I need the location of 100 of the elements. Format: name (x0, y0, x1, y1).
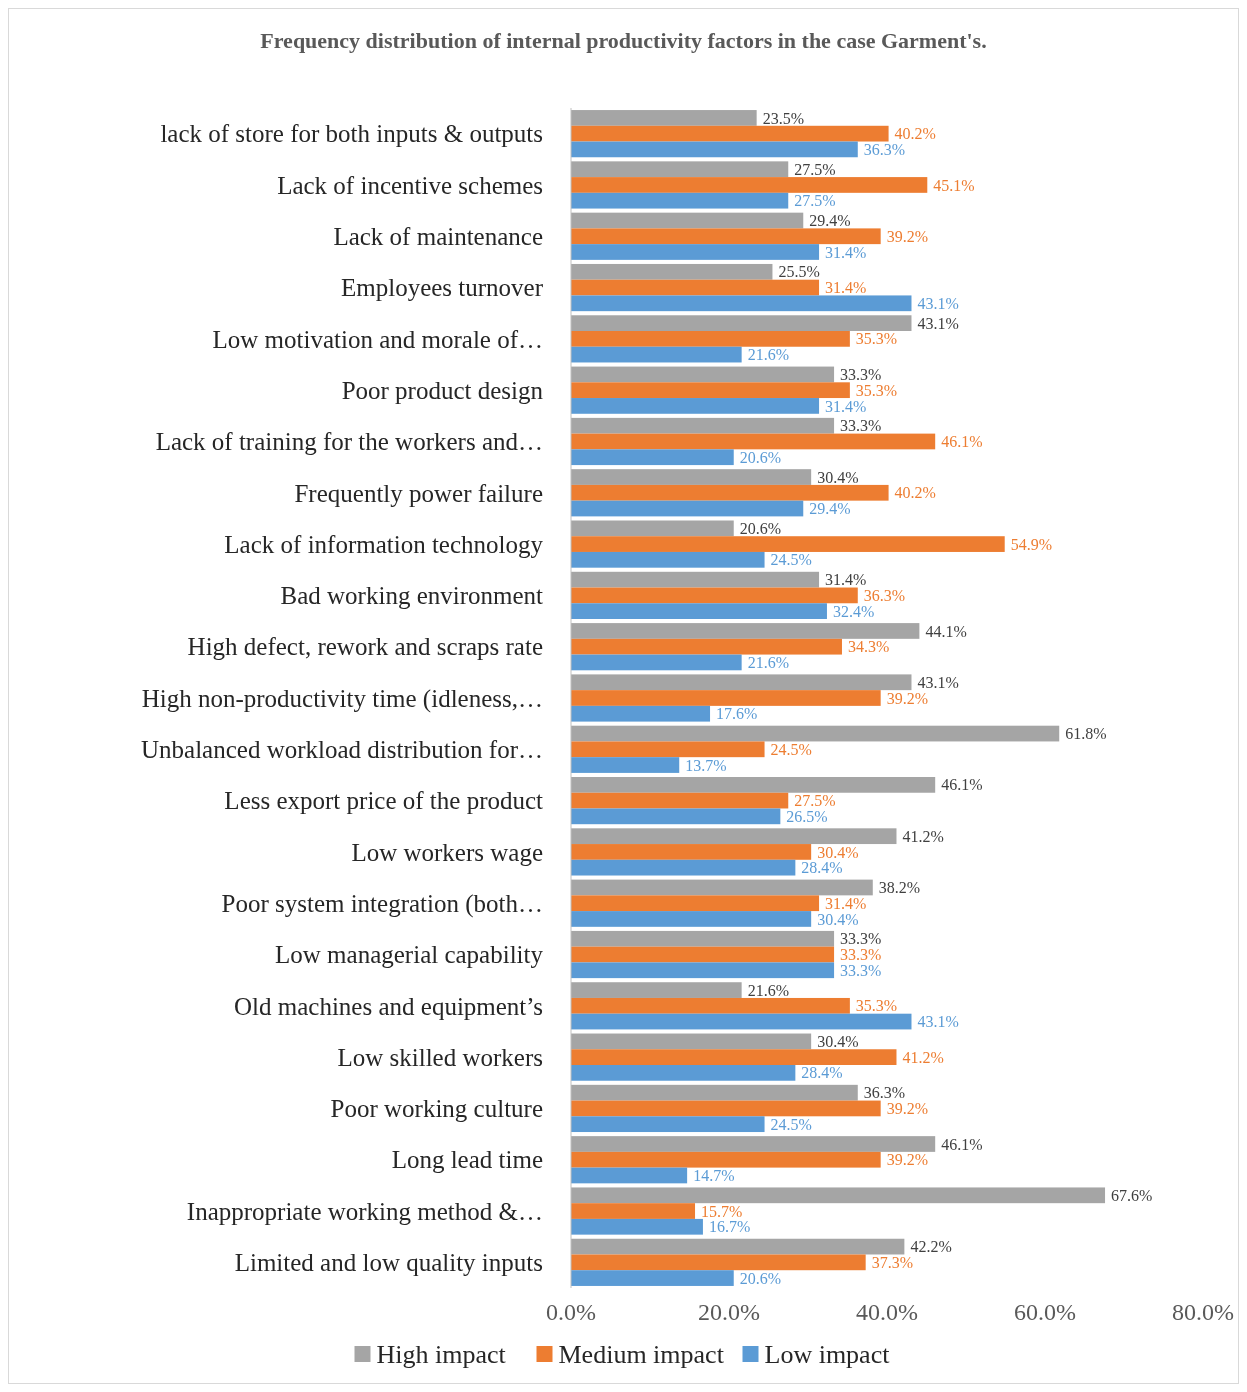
bar (571, 244, 820, 260)
x-tick-label: 80.0% (1172, 1299, 1234, 1325)
bar (571, 1049, 897, 1065)
x-tick-label: 0.0% (546, 1299, 596, 1325)
bar (571, 587, 858, 604)
bar (571, 110, 757, 126)
data-label: 15.7% (701, 1202, 743, 1220)
data-label: 24.5% (770, 551, 812, 569)
bar (571, 777, 936, 793)
data-label: 24.5% (770, 740, 812, 758)
bar (571, 469, 812, 485)
data-label: 43.1% (917, 1013, 959, 1031)
data-label: 45.1% (933, 176, 975, 194)
data-label: 41.2% (902, 1048, 944, 1066)
bar (571, 417, 835, 434)
bar (571, 449, 734, 466)
y-tick-label: Employees turnover (340, 274, 544, 302)
bar (571, 346, 742, 363)
bar (571, 1100, 881, 1117)
x-tick-label: 60.0% (1014, 1299, 1076, 1325)
data-label: 43.1% (917, 314, 959, 332)
bar (571, 295, 912, 312)
bar (571, 1238, 905, 1255)
data-label: 33.3% (840, 366, 882, 384)
data-label: 36.3% (863, 140, 906, 158)
y-tick-label: Poor working culture (330, 1095, 543, 1123)
legend-label: Low impact (764, 1340, 891, 1370)
data-label: 23.5% (762, 109, 804, 127)
y-tick-label: Low managerial capability (275, 941, 544, 969)
data-label: 44.1% (925, 622, 967, 640)
bar (571, 1203, 696, 1219)
y-tick-label: Long lead time (391, 1146, 543, 1174)
data-label: 20.6% (739, 519, 782, 537)
bar (571, 1167, 688, 1184)
data-label: 39.2% (886, 1100, 929, 1118)
bar (571, 161, 789, 178)
y-tick-label: Low workers wage (351, 838, 543, 866)
y-tick-label: Less export price of the product (224, 787, 544, 815)
data-label: 14.7% (693, 1167, 735, 1185)
data-label: 30.4% (817, 468, 859, 486)
data-label: 32.4% (832, 602, 875, 620)
data-label: 21.6% (747, 654, 789, 672)
data-label: 43.1% (917, 673, 959, 691)
data-label: 20.6% (739, 1269, 782, 1287)
data-label: 39.2% (886, 1151, 929, 1169)
x-tick-label: 40.0% (856, 1299, 918, 1325)
data-label: 27.5% (794, 160, 836, 178)
data-label: 21.6% (747, 981, 789, 999)
bar (571, 536, 1005, 552)
bar (571, 982, 742, 998)
bar (571, 315, 912, 331)
bar (571, 997, 850, 1014)
data-label: 36.3% (863, 1084, 906, 1102)
bar (571, 366, 835, 383)
data-label: 25.5% (778, 263, 820, 281)
data-label: 31.4% (825, 894, 867, 912)
data-label: 20.6% (739, 448, 782, 466)
bar (571, 844, 812, 860)
data-label: 67.6% (1111, 1186, 1153, 1204)
bar (571, 1116, 765, 1133)
x-tick-label: 20.0% (698, 1299, 760, 1325)
data-label: 29.4% (809, 212, 851, 230)
data-label: 43.1% (917, 294, 959, 312)
bar (571, 808, 781, 825)
y-tick-label: Lack of incentive schemes (277, 171, 543, 199)
bar (571, 828, 897, 845)
bar (571, 1270, 734, 1286)
data-label: 28.4% (801, 859, 843, 877)
bar (571, 962, 835, 979)
bar (571, 263, 773, 280)
bar (571, 725, 1060, 742)
bar (571, 1254, 866, 1271)
bar (571, 930, 835, 947)
legend-label: High impact (376, 1340, 507, 1370)
data-label: 35.3% (855, 997, 898, 1015)
data-label: 37.3% (871, 1253, 913, 1271)
y-tick-label: Inappropriate working method &… (186, 1197, 543, 1225)
bar (571, 603, 827, 619)
y-tick-label: Poor product design (341, 376, 544, 404)
data-label: 40.2% (894, 484, 936, 502)
y-tick-label: Low skilled workers (337, 1043, 543, 1071)
bar (571, 741, 765, 758)
bar (571, 1065, 796, 1081)
bar (571, 792, 789, 809)
bar (571, 859, 796, 876)
legend-label: Medium impact (558, 1340, 725, 1370)
y-tick-label: Lack of information technology (224, 530, 544, 558)
bar (571, 177, 928, 193)
data-label: 26.5% (786, 807, 828, 825)
data-label: 38.2% (878, 879, 921, 897)
bar (571, 141, 858, 158)
bar (571, 623, 920, 639)
y-tick-label: Limited and low quality inputs (234, 1249, 543, 1277)
bar (571, 520, 734, 537)
y-tick-label: Poor system integration (both… (221, 889, 543, 918)
data-label: 31.4% (825, 279, 867, 297)
bar (571, 1151, 881, 1168)
data-label: 33.3% (840, 930, 882, 948)
data-label: 33.3% (840, 417, 882, 435)
data-label: 36.3% (863, 586, 906, 604)
